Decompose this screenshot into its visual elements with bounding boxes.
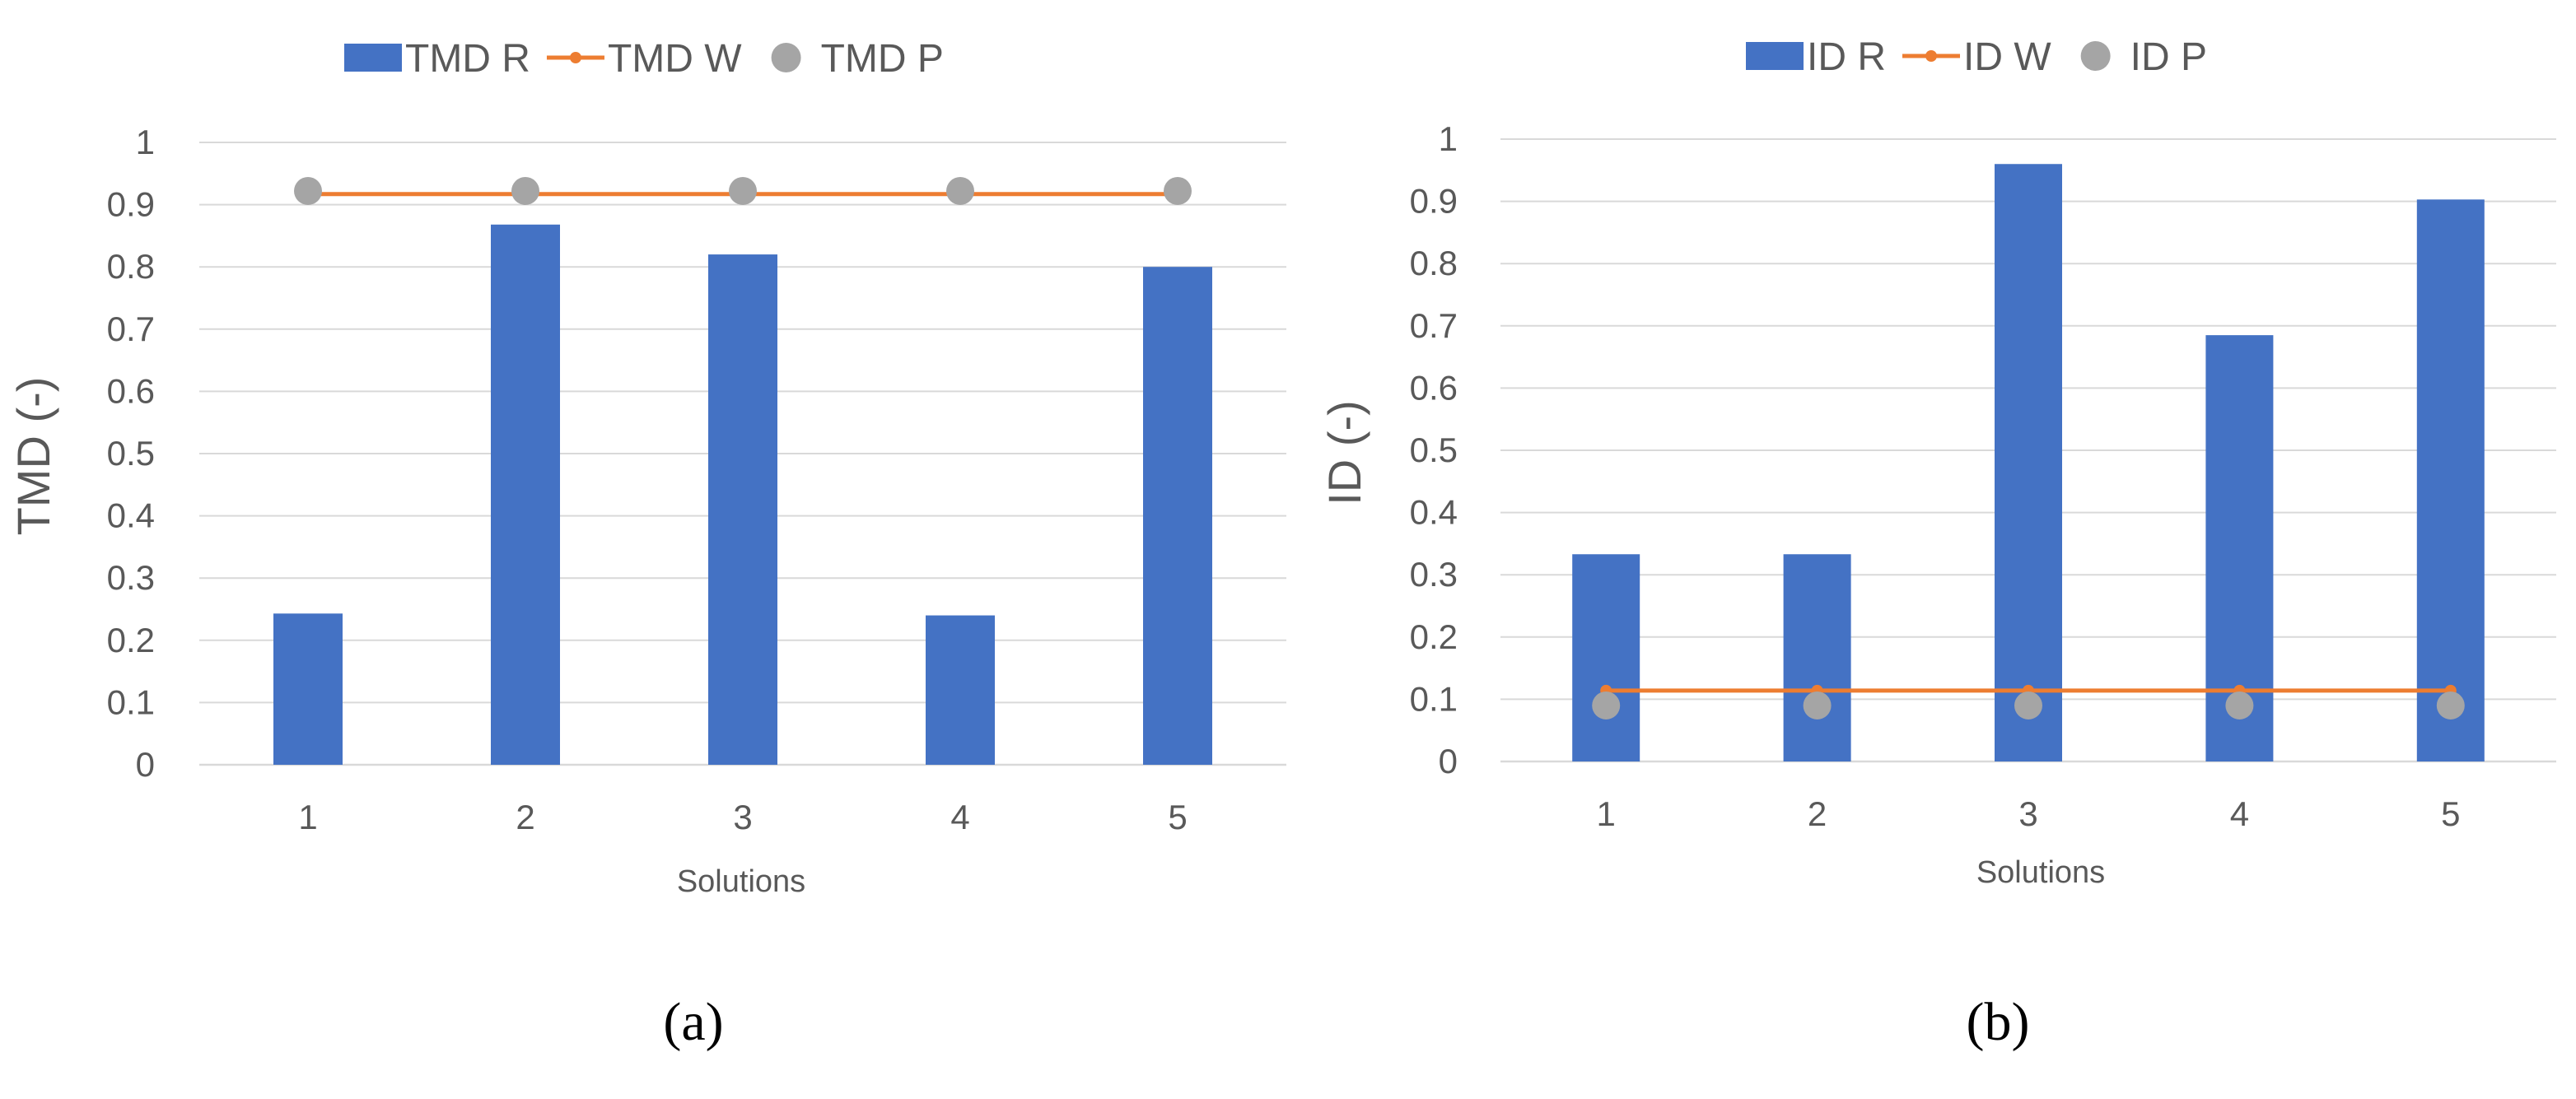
marker-point [2436,691,2465,719]
y-tick-label: 0.2 [1410,617,1458,656]
chart-b: 0 0.1 0.2 0.3 0.4 0.5 0.6 0.7 0.8 0.9 1 1 2 3 4 5 Soluti… [1318,35,2556,1052]
marker-point [294,176,322,205]
y-axis-title: ID (-) [1318,400,1370,505]
bar [1143,267,1212,765]
marker-point [1592,691,1621,719]
legend-bar-swatch [1746,42,1804,70]
x-tick-label: 4 [2230,794,2249,833]
y-tick-label: 0 [136,745,155,784]
y-tick-label: 1 [1439,119,1458,158]
y-tick-label: 0.7 [1410,306,1458,345]
x-tick-label: 1 [298,798,317,836]
y-tick-label: 0.5 [1410,431,1458,469]
y-tick-label: 1 [136,123,155,161]
y-tick-label: 0.9 [107,185,155,224]
y-tick-label: 0.3 [1410,555,1458,594]
y-tick-label: 0.1 [1410,679,1458,718]
bar [273,613,343,765]
bar [926,615,995,765]
y-tick-label: 0.1 [107,682,155,721]
marker-point [1803,691,1832,719]
bar [2416,199,2485,761]
x-tick-label: 4 [950,798,969,836]
legend: ID R ID W ID P [1746,35,2207,79]
x-tick-label: 2 [516,798,534,836]
legend-label: TMD W [608,37,742,81]
legend-bar-swatch [344,44,402,72]
legend-label: TMD R [405,37,530,81]
bar [1783,554,1851,761]
marker-point [2014,691,2042,719]
y-tick-label: 0 [1439,742,1458,780]
y-axis-title: TMD (-) [7,377,59,536]
y-tick-label: 0.3 [107,558,155,597]
bar [491,224,560,765]
legend: TMD R TMD W TMD P [344,37,944,81]
chart-caption: (b) [1967,992,2030,1052]
y-tick-label: 0.4 [1410,493,1458,532]
y-tick-label: 0.2 [107,621,155,659]
bar [1995,164,2062,762]
marker-point [511,176,539,205]
y-tick-label: 0.8 [107,247,155,286]
x-axis-title: Solutions [1976,855,2105,890]
chart-a: 0 0.1 0.2 0.3 0.4 0.5 0.6 0.7 0.8 0.9 1 1 2 3 4 5 Soluti… [7,37,1286,1052]
x-tick-label: 3 [733,798,752,836]
y-tick-label: 0.6 [1410,368,1458,407]
marker-point [946,176,974,205]
legend-marker-swatch [2080,41,2111,71]
y-tick-label: 0.7 [107,310,155,348]
x-tick-label: 5 [2441,794,2460,833]
legend-line-point [1925,50,1937,62]
bar [1572,554,1640,761]
legend-label: ID W [1963,35,2051,79]
legend-label: TMD P [821,37,944,81]
x-axis-title: Solutions [677,864,805,899]
x-tick-label: 3 [2018,794,2037,833]
chart-caption: (a) [663,992,723,1052]
y-tick-label: 0.6 [107,371,155,410]
x-tick-label: 1 [1597,794,1616,833]
marker-point [2225,691,2254,719]
legend-marker-swatch [771,43,801,72]
legend-label: ID R [1807,35,1886,79]
bar [708,254,777,766]
marker-point [729,176,757,205]
y-tick-label: 0.8 [1410,244,1458,282]
x-tick-label: 2 [1808,794,1827,833]
legend-line-point [569,52,581,63]
y-tick-label: 0.9 [1410,182,1458,221]
marker-point [1164,176,1192,205]
y-tick-label: 0.5 [107,434,155,473]
legend-label: ID P [2130,35,2207,79]
x-tick-label: 5 [1168,798,1187,836]
y-tick-label: 0.4 [107,496,155,535]
